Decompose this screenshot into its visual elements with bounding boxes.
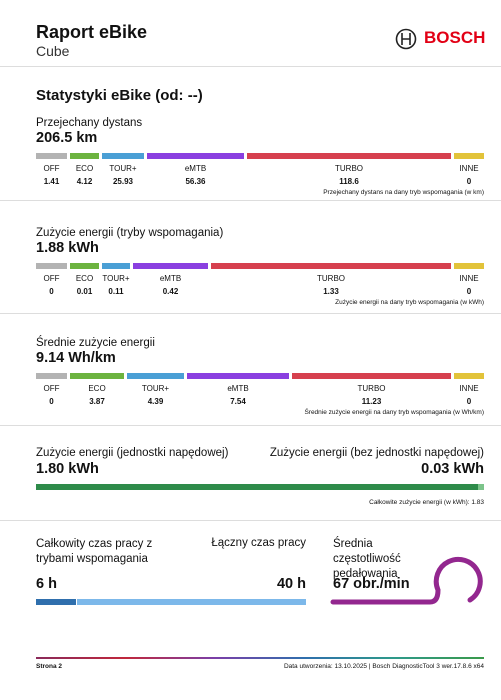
footer-info: Data utworzenia: 13.10.2025 | Bosch Diag… <box>283 663 484 670</box>
note: Zużycie energii na dany tryb wspomagania… <box>335 299 484 306</box>
mode-segment <box>187 373 289 379</box>
mode-name: eMTB <box>159 274 182 283</box>
mode-segment <box>147 153 244 159</box>
mode-value: 0 <box>466 287 472 296</box>
mode-name: OFF <box>43 274 60 283</box>
mode-value: 25.93 <box>112 177 134 186</box>
energy-value: 0.03 kWh <box>421 461 484 477</box>
mode-segment <box>211 263 451 269</box>
mode-value: 1.33 <box>323 287 339 296</box>
energy-bar <box>36 484 478 490</box>
mode-value: 7.54 <box>230 397 246 406</box>
mode-segment <box>36 153 67 159</box>
mode-segment <box>102 153 144 159</box>
mode-value: 118.6 <box>339 177 359 186</box>
mode-segment <box>70 373 124 379</box>
stat-value: 1.88 kWh <box>36 240 99 256</box>
mode-value: 4.39 <box>147 397 164 406</box>
cadence-value: 67 obr./min <box>333 576 410 592</box>
energy-bar <box>478 484 484 490</box>
mode-name: OFF <box>43 384 60 393</box>
subtitle: Cube <box>36 43 70 59</box>
note: Całkowite zużycie energii (w kWh): 1.83 <box>369 499 484 506</box>
time-value: 40 h <box>276 576 306 592</box>
mode-value: 0.01 <box>76 287 93 296</box>
time-bar <box>36 599 76 605</box>
mode-segment <box>454 153 484 159</box>
separator <box>0 520 501 521</box>
mode-segment <box>247 153 451 159</box>
separator <box>0 313 501 314</box>
energy-value: 1.80 kWh <box>36 461 99 477</box>
mode-value: 0 <box>49 397 54 406</box>
brand: BOSCH <box>424 28 486 47</box>
mode-name: ECO <box>88 384 106 393</box>
mode-name: ECO <box>75 164 94 173</box>
mode-segment <box>70 153 99 159</box>
note: Przejechany dystans na dany tryb wspomag… <box>323 189 484 196</box>
energy-label: Zużycie energii (jednostki napędowej) <box>36 447 229 459</box>
mode-name: eMTB <box>184 164 207 173</box>
separator <box>0 66 501 67</box>
time-label: Łączny czas pracy <box>211 537 306 549</box>
mode-value: 0.11 <box>108 287 124 296</box>
time-bar <box>77 599 306 605</box>
mode-value: 3.87 <box>89 397 105 406</box>
title: Raport eBike <box>36 22 148 42</box>
cadence-label: Średnia częstotliwość pedałowania <box>333 538 401 580</box>
mode-segment <box>292 373 451 379</box>
section-title: Statystyki eBike (od: --) <box>36 87 203 104</box>
separator <box>0 425 501 426</box>
mode-name: ECO <box>75 274 94 283</box>
mode-name: TOUR+ <box>109 164 137 173</box>
mode-name: INNE <box>459 274 479 283</box>
mode-segment <box>36 373 67 379</box>
time-value: 6 h <box>36 576 57 592</box>
bosch-logo <box>395 28 417 50</box>
mode-name: TOUR+ <box>141 384 170 393</box>
mode-segment <box>36 263 67 269</box>
mode-segment <box>102 263 130 269</box>
stat-label: Średnie zużycie energii <box>36 337 155 349</box>
mode-value: 1.41 <box>43 177 60 186</box>
separator <box>0 200 501 201</box>
mode-name: INNE <box>459 164 479 173</box>
mode-segment <box>133 263 208 269</box>
mode-value: 0.42 <box>162 287 179 296</box>
mode-name: OFF <box>43 164 60 173</box>
stat-value: 9.14 Wh/km <box>36 350 116 366</box>
mode-value: 11.23 <box>361 397 382 406</box>
mode-name: TURBO <box>335 164 363 173</box>
mode-name: TOUR+ <box>102 274 130 283</box>
mode-segment <box>454 373 484 379</box>
mode-value: 4.12 <box>76 177 93 186</box>
time-label: Całkowity czas pracy z trybami wspomagan… <box>36 538 153 565</box>
stat-label: Przejechany dystans <box>36 117 143 129</box>
mode-name: eMTB <box>227 384 249 393</box>
mode-segment <box>127 373 184 379</box>
mode-value: 0 <box>466 397 472 406</box>
stat-label: Zużycie energii (tryby wspomagania) <box>36 227 224 239</box>
energy-label: Zużycie energii (bez jednostki napędowej… <box>269 447 484 459</box>
mode-value: 56.36 <box>185 177 206 186</box>
mode-name: TURBO <box>317 274 345 283</box>
mode-name: INNE <box>459 384 479 393</box>
note: Średnie zużycie energii na dany tryb wsp… <box>304 409 484 416</box>
mode-value: 0 <box>466 177 472 186</box>
footer-line <box>36 657 484 659</box>
page-number: Strona 2 <box>36 663 63 670</box>
stat-value: 206.5 km <box>36 130 98 146</box>
mode-segment <box>70 263 99 269</box>
mode-segment <box>454 263 484 269</box>
mode-value: 0 <box>49 287 54 296</box>
cadence-gauge <box>330 556 483 605</box>
mode-name: TURBO <box>357 384 386 393</box>
